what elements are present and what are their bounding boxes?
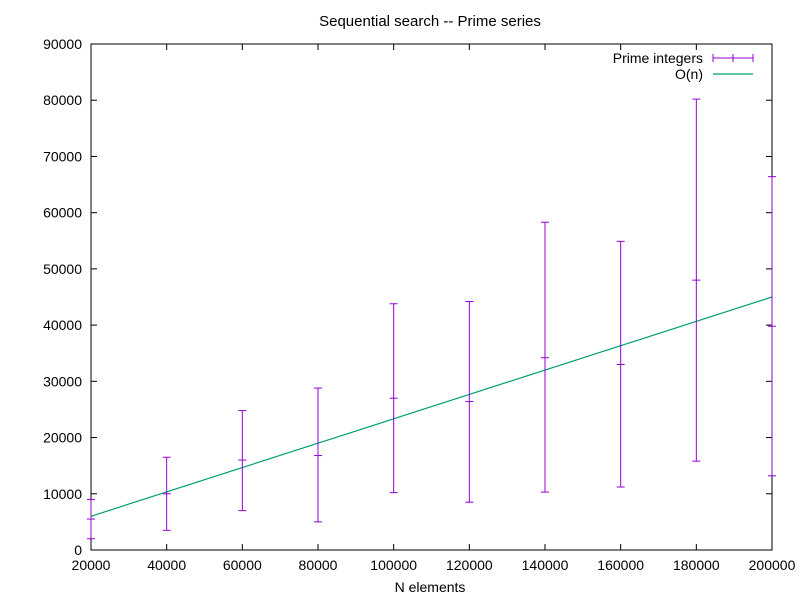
y-tick-label: 30000 <box>43 373 82 389</box>
y-tick-label: 70000 <box>43 148 82 164</box>
errorbar-point <box>162 456 171 531</box>
y-tick-label: 10000 <box>43 486 82 502</box>
y-tick-label: 50000 <box>43 261 82 277</box>
errorbar-point <box>465 300 474 503</box>
errorbar-point <box>238 410 247 512</box>
x-tick-label: 200000 <box>749 557 796 573</box>
x-tick-label: 60000 <box>223 557 262 573</box>
errorbar-point <box>541 221 549 493</box>
x-tick-label: 20000 <box>72 557 111 573</box>
y-tick-label: 40000 <box>43 317 82 333</box>
x-tick-label: 160000 <box>597 557 644 573</box>
x-tick-label: 140000 <box>522 557 569 573</box>
plot-border <box>90 43 773 551</box>
x-tick-label: 120000 <box>446 557 493 573</box>
errorbar-point <box>768 176 776 477</box>
errorbar-point <box>616 240 625 488</box>
y-tick-label: 80000 <box>43 92 82 108</box>
x-tick-label: 40000 <box>147 557 186 573</box>
errorbar-point <box>87 498 95 540</box>
x-tick-label: 100000 <box>370 557 417 573</box>
plot-area <box>87 98 776 540</box>
legend-label-prime-integers: Prime integers <box>613 50 703 66</box>
on-line <box>90 296 773 517</box>
x-tick-label: 180000 <box>673 557 720 573</box>
legend-symbol-prime-integers <box>712 54 754 62</box>
x-tick-label: 80000 <box>299 557 338 573</box>
errorbar-point <box>692 98 701 462</box>
legend-label-on: O(n) <box>675 66 703 82</box>
y-tick-label: 60000 <box>43 205 82 221</box>
axes: 0 10000 20000 30000 40000 50000 60000 70000 8000… <box>43 36 796 573</box>
errorbar-point <box>314 387 322 523</box>
y-tick-label: 90000 <box>43 36 82 52</box>
errorbar-point <box>389 303 398 494</box>
chart-title: Sequential search -- Prime series <box>319 13 541 30</box>
x-axis-label: N elements <box>395 579 466 595</box>
legend: Prime integers O(n) <box>613 50 754 82</box>
y-tick-label: 0 <box>74 542 82 558</box>
y-tick-label: 20000 <box>43 430 82 446</box>
